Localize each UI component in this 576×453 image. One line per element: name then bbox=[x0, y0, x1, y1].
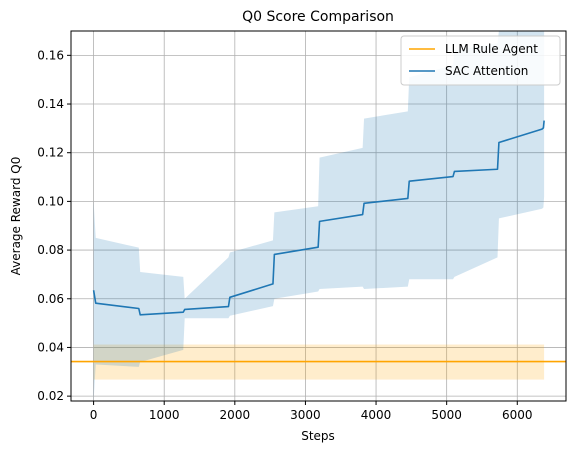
legend-label-llm: LLM Rule Agent bbox=[445, 42, 538, 56]
chart-title: Q0 Score Comparison bbox=[242, 9, 394, 25]
series-lines bbox=[71, 120, 566, 363]
y-tick-label: 0.12 bbox=[37, 146, 64, 160]
x-tick-label: 3000 bbox=[290, 408, 321, 422]
x-axis-label: Steps bbox=[301, 429, 335, 443]
x-tick-label: 1000 bbox=[149, 408, 180, 422]
legend: LLM Rule Agent SAC Attention bbox=[400, 35, 561, 86]
x-tick-label: 2000 bbox=[220, 408, 251, 422]
y-tick-label: 0.08 bbox=[37, 243, 64, 257]
y-axis-label: Average Reward Q0 bbox=[9, 157, 23, 276]
y-tick-label: 0.04 bbox=[37, 340, 64, 354]
confidence-bands bbox=[93, 31, 545, 401]
legend-box bbox=[400, 35, 561, 86]
y-tick-label: 0.10 bbox=[37, 194, 64, 208]
y-tick-label: 0.06 bbox=[37, 292, 64, 306]
y-tick-label: 0.14 bbox=[37, 97, 64, 111]
x-tick-label: 4000 bbox=[361, 408, 392, 422]
y-axis-ticks: 0.02 0.04 0.06 0.08 0.10 0.12 0.14 0.16 bbox=[37, 48, 71, 403]
sac-attention-line bbox=[92, 120, 545, 316]
legend-label-sac: SAC Attention bbox=[445, 64, 528, 78]
grid bbox=[71, 31, 566, 401]
y-tick-label: 0.16 bbox=[37, 48, 64, 62]
x-tick-label: 0 bbox=[90, 408, 98, 422]
x-tick-label: 6000 bbox=[502, 408, 533, 422]
plot-frame bbox=[70, 30, 567, 402]
y-tick-label: 0.02 bbox=[37, 389, 64, 403]
x-axis-ticks: 0 1000 2000 3000 4000 5000 6000 bbox=[90, 401, 533, 422]
x-tick-label: 5000 bbox=[431, 408, 462, 422]
